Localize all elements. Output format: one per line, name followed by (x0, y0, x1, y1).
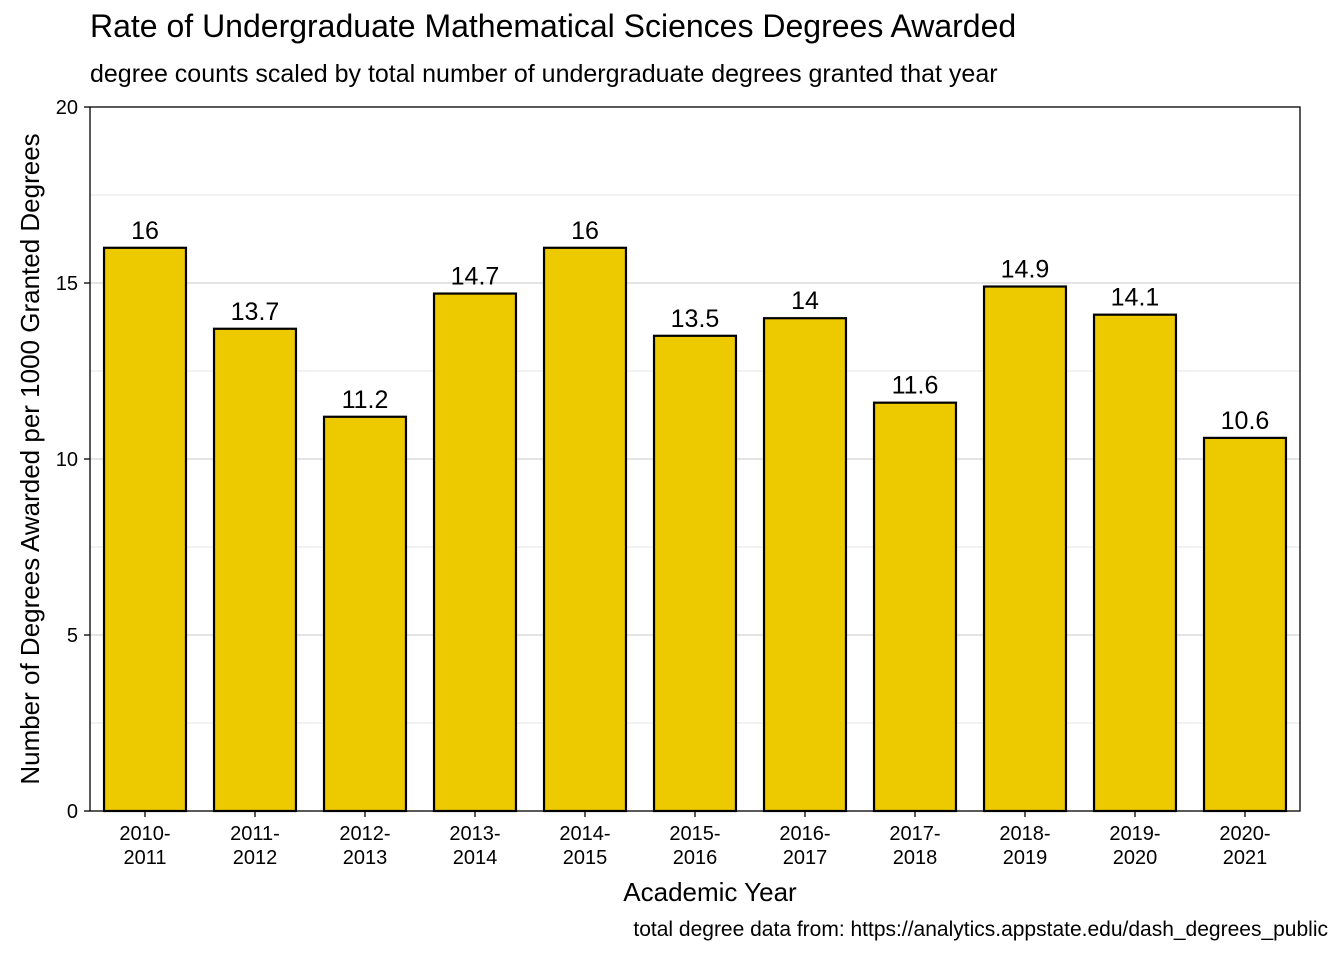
y-tick-label: 5 (67, 625, 78, 647)
bar (652, 334, 738, 813)
x-tick-label-line: 2020 (1113, 847, 1158, 869)
x-tick-label: 2010-2011 (119, 823, 170, 869)
y-tick-label: 10 (56, 449, 78, 471)
x-tick-label-line: 2011- (230, 823, 280, 845)
x-tick-label-line: 2013 (343, 847, 388, 869)
x-tick-label-line: 2015 (563, 847, 608, 869)
x-tick-label-line: 2018 (893, 847, 938, 869)
x-tick-label-line: 2012 (233, 847, 278, 869)
bar (872, 401, 958, 813)
x-tick-label: 2016-2017 (779, 823, 830, 869)
x-tick-label: 2013-2014 (449, 823, 500, 869)
chart-subtitle: degree counts scaled by total number of … (90, 60, 998, 88)
data-label: 14 (791, 287, 819, 315)
chart-caption: total degree data from: https://analytic… (633, 918, 1328, 941)
x-tick-label-line: 2017 (783, 847, 828, 869)
x-tick-label-line: 2011 (123, 847, 166, 869)
chart-title: Rate of Undergraduate Mathematical Scien… (90, 8, 1017, 44)
bar (542, 246, 628, 813)
bar (432, 292, 518, 813)
bar (1202, 436, 1288, 813)
bar (102, 246, 188, 813)
x-tick-label-line: 2016 (673, 847, 718, 869)
x-tick-label: 2012-2013 (339, 823, 390, 869)
bar (1092, 313, 1178, 813)
x-tick-label: 2018-2019 (999, 823, 1050, 869)
y-tick-label: 20 (56, 97, 78, 119)
x-tick-label-line: 2019 (1003, 847, 1048, 869)
y-axis-title: Number of Degrees Awarded per 1000 Grant… (15, 133, 45, 784)
x-tick-label: 2014-2015 (559, 823, 610, 869)
x-tick-label-line: 2017- (889, 823, 940, 845)
x-tick-label: 2015-2016 (669, 823, 720, 869)
x-tick-label-line: 2012- (339, 823, 390, 845)
bar (322, 415, 408, 813)
x-tick-label-line: 2016- (779, 823, 830, 845)
data-label: 14.7 (451, 263, 500, 291)
bar (982, 285, 1068, 813)
data-label: 16 (571, 217, 599, 245)
data-label: 11.6 (892, 372, 939, 400)
x-tick-label: 2011-2012 (230, 823, 280, 869)
bar (212, 327, 298, 813)
y-tick-label: 15 (56, 273, 78, 295)
x-tick-label-line: 2014- (559, 823, 610, 845)
x-tick-label-line: 2015- (669, 823, 720, 845)
x-tick-label: 2017-2018 (889, 823, 940, 869)
axes: 0 5 10 15 20 2010-2011 2011-2012 2012-2013 2013-… (56, 97, 1301, 869)
bar (762, 317, 848, 813)
data-label: 11.2 (342, 386, 389, 414)
y-tick-label: 0 (67, 801, 78, 823)
data-label: 14.9 (1001, 256, 1050, 284)
data-label: 13.5 (671, 305, 720, 333)
x-axis-title: Academic Year (623, 877, 797, 907)
x-tick-label: 2020-2021 (1219, 823, 1270, 869)
x-tick-label-line: 2021 (1223, 847, 1268, 869)
x-tick-label-line: 2019- (1109, 823, 1160, 845)
data-label: 13.7 (231, 298, 280, 326)
x-tick-label: 2019-2020 (1109, 823, 1160, 869)
x-tick-label-line: 2018- (999, 823, 1050, 845)
data-labels: 16 13.7 11.2 14.7 16 13.5 14 11.6 14.9 14.1 10.6 (131, 217, 1269, 435)
x-tick-label-line: 2010- (119, 823, 170, 845)
data-label: 10.6 (1221, 407, 1270, 435)
x-tick-label-line: 2013- (449, 823, 500, 845)
data-label: 16 (131, 217, 159, 245)
bars (102, 246, 1288, 813)
x-tick-label-line: 2014 (453, 847, 498, 869)
x-tick-label-line: 2020- (1219, 823, 1270, 845)
data-label: 14.1 (1111, 284, 1160, 312)
